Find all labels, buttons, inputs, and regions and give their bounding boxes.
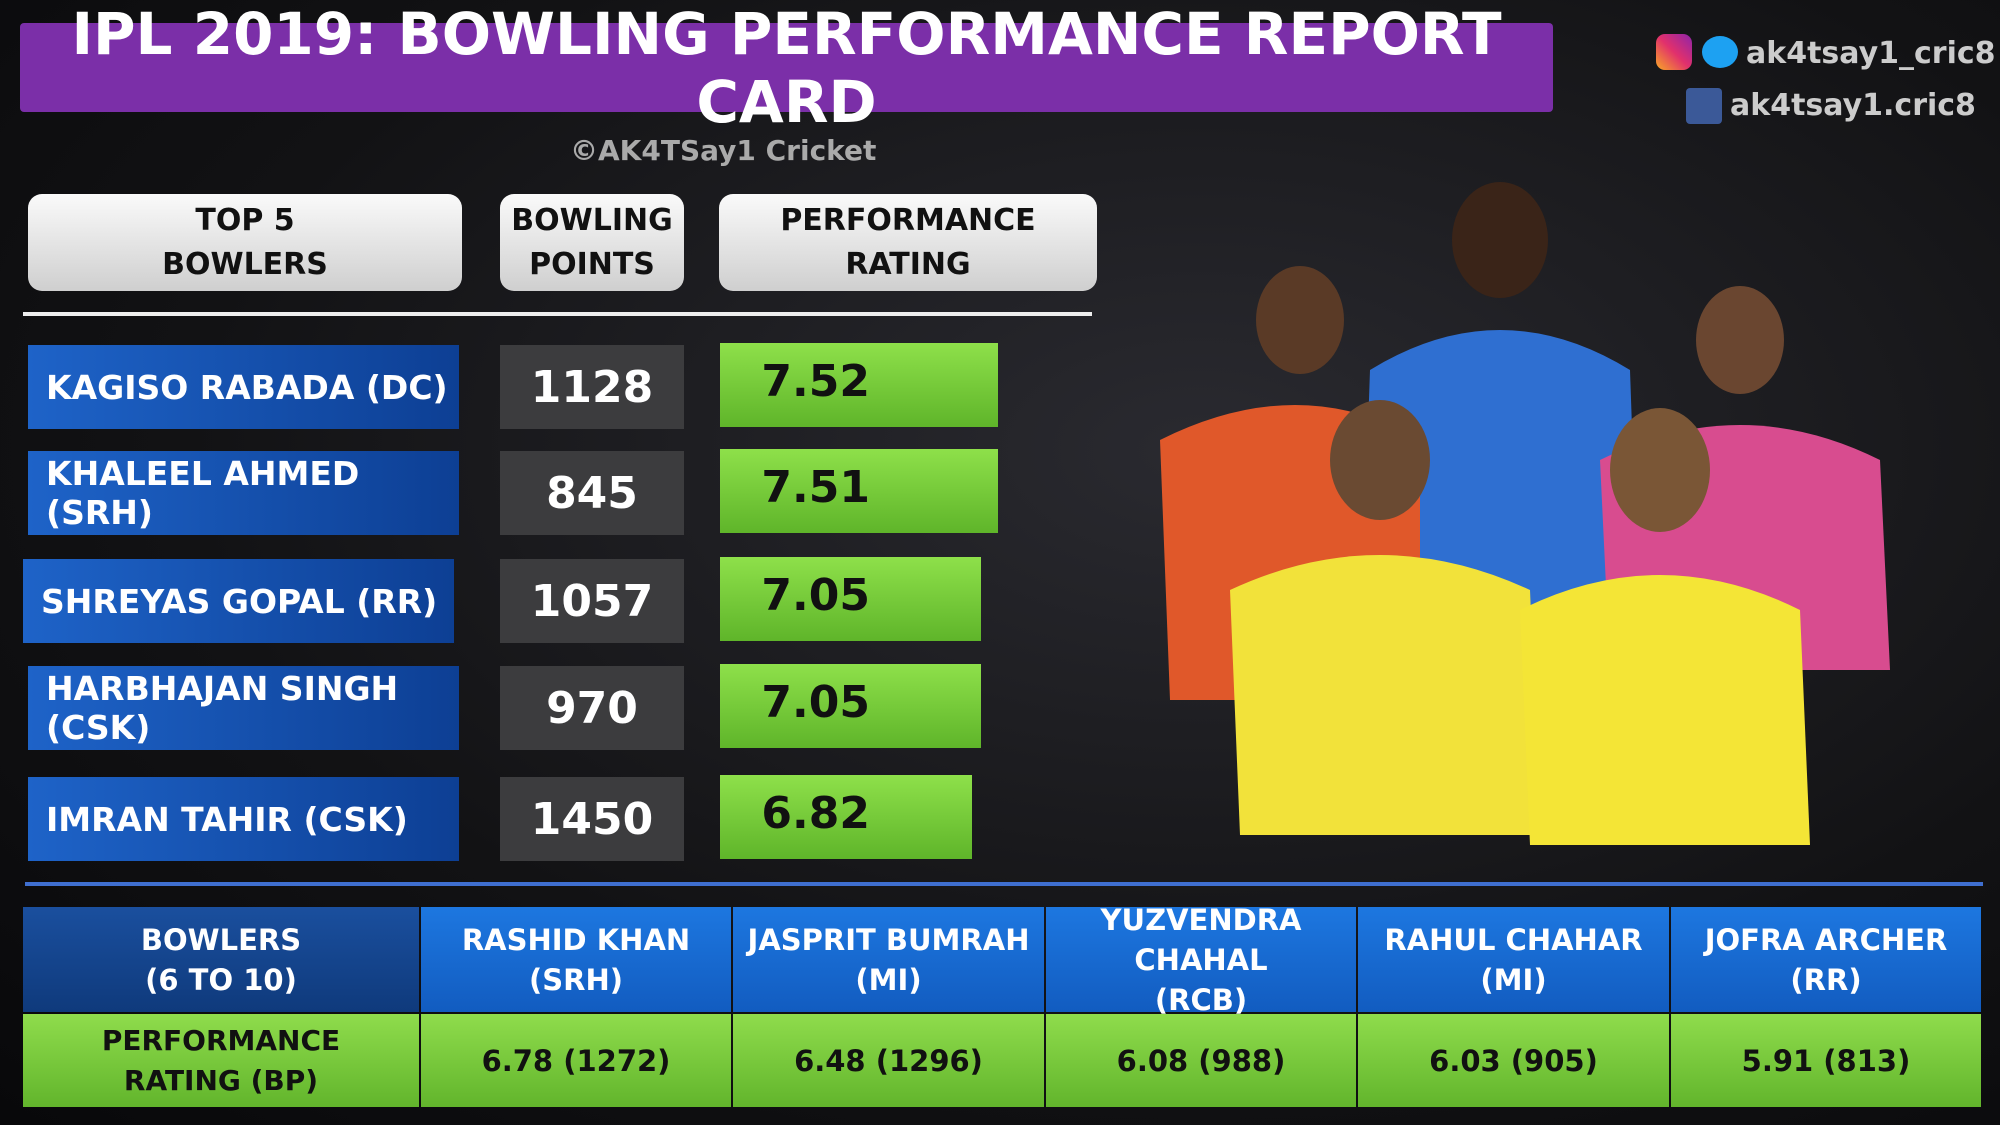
divider: [23, 312, 1092, 316]
table-header-cell: RASHID KHAN (SRH): [421, 907, 731, 1012]
bowling-points: 970: [500, 666, 684, 750]
rating-cell: 6.48 (1296): [733, 1014, 1044, 1107]
rating-bar: [720, 449, 998, 533]
cell-text: JASPRIT BUMRAH: [747, 922, 1030, 957]
bowler-name: SHREYAS GOPAL (RR): [23, 559, 454, 643]
cell-text: RATING: [845, 246, 971, 282]
cell-text: PERFORMANCE: [101, 1023, 341, 1057]
table-header-cell: RAHUL CHAHAR (MI): [1358, 907, 1669, 1012]
social-handle: ak4tsay1_cric8: [1746, 36, 1996, 71]
player-photos: [1160, 182, 1890, 845]
rating-value: 7.51: [761, 461, 870, 513]
facebook-icon: [1686, 88, 1722, 124]
bowler-name: KAGISO RABADA (DC): [28, 345, 459, 429]
title: IPL 2019: BOWLING PERFORMANCE REPORT CAR…: [71, 0, 1502, 136]
rating-bar: [720, 664, 981, 748]
cell-text: RAHUL CHAHAR: [1384, 922, 1643, 957]
cell-text: (6 TO 10): [145, 962, 297, 997]
cell-text: JOFRA ARCHER: [1704, 922, 1948, 957]
row-label: PERFORMANCE RATING (BP): [23, 1014, 419, 1107]
rating-cell: 6.78 (1272): [421, 1014, 731, 1107]
rating-cell: 6.08 (988): [1046, 1014, 1356, 1107]
table-header-cell: JOFRA ARCHER (RR): [1671, 907, 1981, 1012]
cell-text: (RR): [1790, 962, 1862, 997]
credit: ©AK4TSay1 Cricket: [570, 134, 877, 167]
cell-text: YUZVENDRA CHAHAL: [1100, 902, 1302, 977]
rating-bar: [720, 343, 999, 427]
rating-value: 7.05: [761, 676, 870, 728]
rating-value: 7.05: [761, 569, 870, 621]
column-header: BOWLING POINTS: [500, 194, 684, 291]
cell-text: BOWLERS: [162, 246, 328, 282]
cell-text: (RCB): [1154, 982, 1248, 1017]
cell-text: RASHID KHAN: [461, 922, 691, 957]
cell-text: (MI): [1480, 962, 1547, 997]
rating-value: 7.52: [761, 355, 870, 407]
twitter-icon: [1702, 36, 1738, 68]
social-handle: ak4tsay1.cric8: [1730, 88, 1976, 123]
rating-cell: 6.03 (905): [1358, 1014, 1669, 1107]
bowling-points: 1057: [500, 559, 684, 643]
cell-text: TOP 5: [195, 202, 295, 238]
cell-text: (MI): [855, 962, 922, 997]
table-header-cell: YUZVENDRA CHAHAL (RCB): [1046, 903, 1356, 1017]
bowling-points: 1450: [500, 777, 684, 861]
bowler-name: IMRAN TAHIR (CSK): [28, 777, 459, 861]
cell-text: BOWLERS: [140, 922, 302, 957]
bowling-points: 845: [500, 451, 684, 535]
cell-text: RATING (BP): [123, 1063, 319, 1097]
table-header-cell: BOWLERS (6 TO 10): [23, 907, 419, 1012]
divider: [25, 882, 1983, 886]
bowler-name: KHALEEL AHMED (SRH): [28, 451, 459, 535]
rating-bar: [720, 775, 973, 859]
table-header-cell: JASPRIT BUMRAH (MI): [733, 907, 1044, 1012]
rating-value: 6.82: [761, 787, 870, 839]
bowling-points: 1128: [500, 345, 684, 429]
column-header: PERFORMANCE RATING: [719, 194, 1097, 291]
rating-bar: [720, 557, 981, 641]
column-header: TOP 5 BOWLERS: [28, 194, 462, 291]
cell-text: (SRH): [529, 962, 623, 997]
bowler-name: HARBHAJAN SINGH (CSK): [28, 666, 459, 750]
rating-cell: 5.91 (813): [1671, 1014, 1981, 1107]
instagram-icon: [1656, 34, 1692, 70]
title-bar: IPL 2019: BOWLING PERFORMANCE REPORT CAR…: [20, 0, 1553, 136]
cell-text: BOWLING: [511, 202, 673, 238]
cell-text: POINTS: [529, 246, 655, 282]
cell-text: PERFORMANCE: [780, 202, 1036, 238]
